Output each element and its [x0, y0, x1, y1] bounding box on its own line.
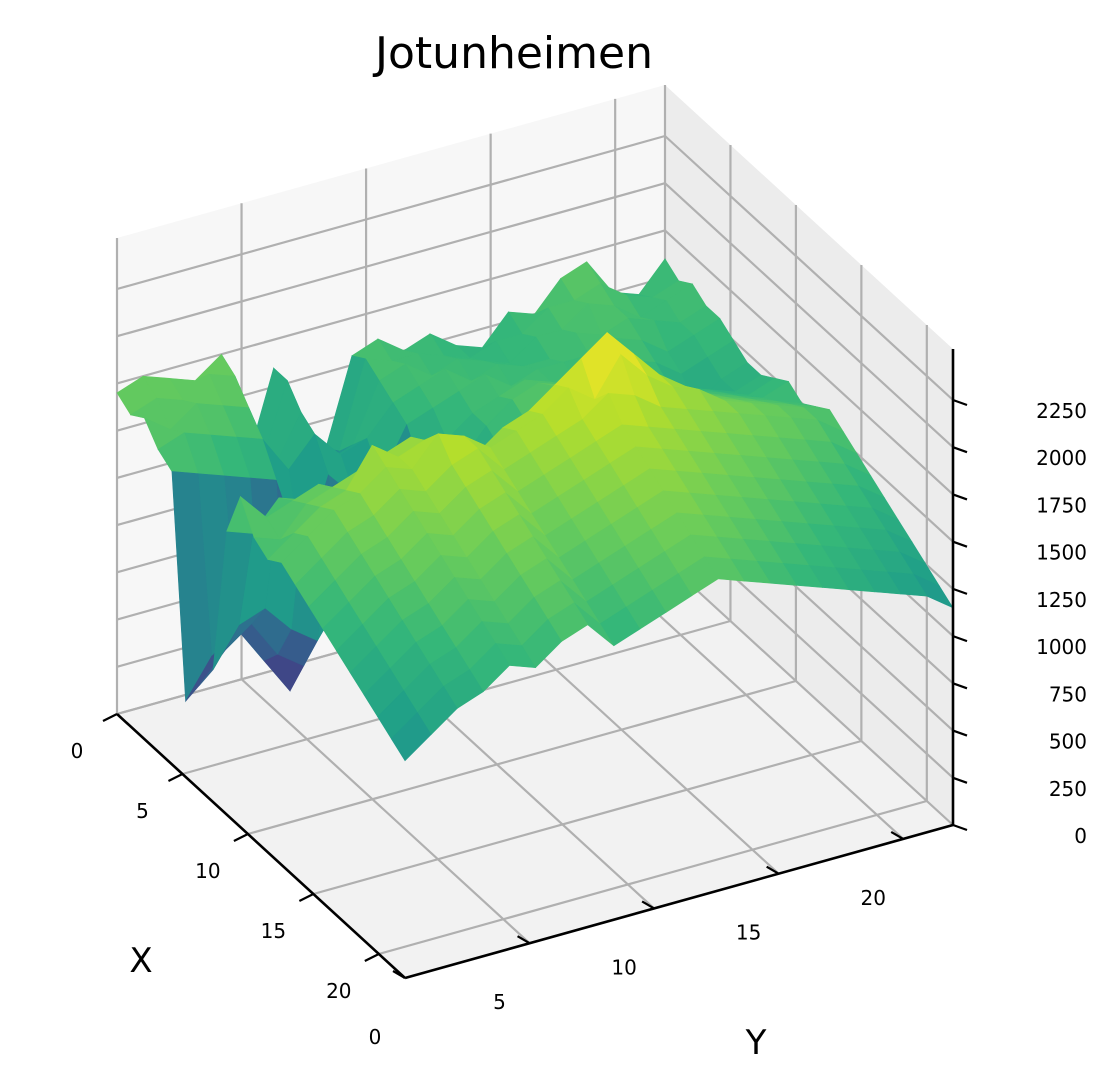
- x-tick-label-3: 15: [261, 919, 286, 943]
- x-axis-label: X: [129, 941, 152, 981]
- z-tick-mark-9: [952, 398, 968, 407]
- grid-wall-yz-7: [664, 229, 954, 496]
- z-tick-mark-6: [952, 540, 968, 548]
- grid-wall-xz-9: [116, 134, 666, 291]
- grid-wall-xz-8: [116, 182, 666, 338]
- x-tick-label-4: 20: [326, 979, 351, 1003]
- z-tick-mark-2: [952, 729, 968, 737]
- z-tick-label-9: 2250: [1036, 399, 1087, 423]
- x-tick-mark-4: [364, 953, 380, 962]
- x-axis-line: [116, 713, 406, 979]
- floor-pane: [117, 561, 953, 978]
- grid-wall-yz-0: [664, 560, 954, 826]
- z-tick-label-5: 1250: [1036, 588, 1087, 612]
- x-tick-mark-1: [167, 773, 183, 782]
- y-tick-label-1: 5: [493, 990, 506, 1014]
- z-tick-label-7: 1750: [1036, 493, 1087, 517]
- z-tick-mark-0: [952, 823, 968, 832]
- z-tick-label-4: 1000: [1036, 635, 1087, 659]
- z-tick-label-2: 500: [1049, 730, 1087, 754]
- y-tick-mark-3: [766, 865, 780, 875]
- grid-wall-yz-9: [664, 135, 954, 401]
- z-tick-mark-3: [952, 682, 968, 690]
- x-tick-mark-2: [233, 833, 249, 842]
- z-tick-mark-7: [952, 493, 968, 501]
- y-tick-mark-0: [392, 970, 406, 979]
- y-axis-line: [404, 823, 954, 980]
- y-tick-label-2: 10: [611, 956, 636, 980]
- grid-floor-x-3: [313, 739, 862, 896]
- grid-floor-x-4: [378, 799, 928, 956]
- x-tick-label-1: 5: [136, 799, 149, 823]
- surface: [116, 258, 954, 762]
- z-tick-mark-4: [952, 635, 968, 643]
- y-axis-label: Y: [745, 1023, 767, 1063]
- surface-cell: [390, 712, 432, 762]
- axis-lines: [102, 349, 968, 980]
- y-tick-mark-2: [641, 900, 655, 910]
- z-tick-mark-8: [952, 446, 968, 454]
- y-tick-label-3: 15: [736, 921, 761, 945]
- grid-wall-xz-7: [116, 229, 666, 385]
- y-tick-label-0: 0: [369, 1025, 382, 1049]
- x-tick-label-2: 10: [195, 859, 220, 883]
- grid-floor-y-1: [240, 678, 531, 945]
- x-tick-mark-0: [102, 713, 118, 722]
- chart-title: Jotunheimen: [372, 28, 653, 79]
- z-tick-label-1: 250: [1049, 777, 1087, 801]
- tick-labels: 0 5 10 15 20 0 5 10 15 20 0 250 500 750 1000 1250 1500 17…: [71, 399, 1087, 1049]
- grid-wall-yz-8: [664, 182, 954, 449]
- z-tick-mark-5: [952, 587, 968, 595]
- z-tick-label-3: 750: [1049, 682, 1087, 706]
- y-tick-mark-4: [890, 830, 904, 840]
- z-tick-label-6: 1500: [1036, 541, 1087, 565]
- y-tick-mark-1: [516, 935, 531, 945]
- z-tick-mark-1: [952, 776, 968, 784]
- x-tick-label-0: 0: [71, 739, 84, 763]
- grid-floor-y-4: [614, 574, 904, 840]
- z-tick-label-0: 0: [1074, 824, 1087, 848]
- y-tick-label-4: 20: [860, 886, 885, 910]
- z-tick-label-8: 2000: [1036, 446, 1087, 470]
- x-tick-mark-3: [298, 893, 314, 902]
- grid-floor-x-2: [247, 679, 797, 836]
